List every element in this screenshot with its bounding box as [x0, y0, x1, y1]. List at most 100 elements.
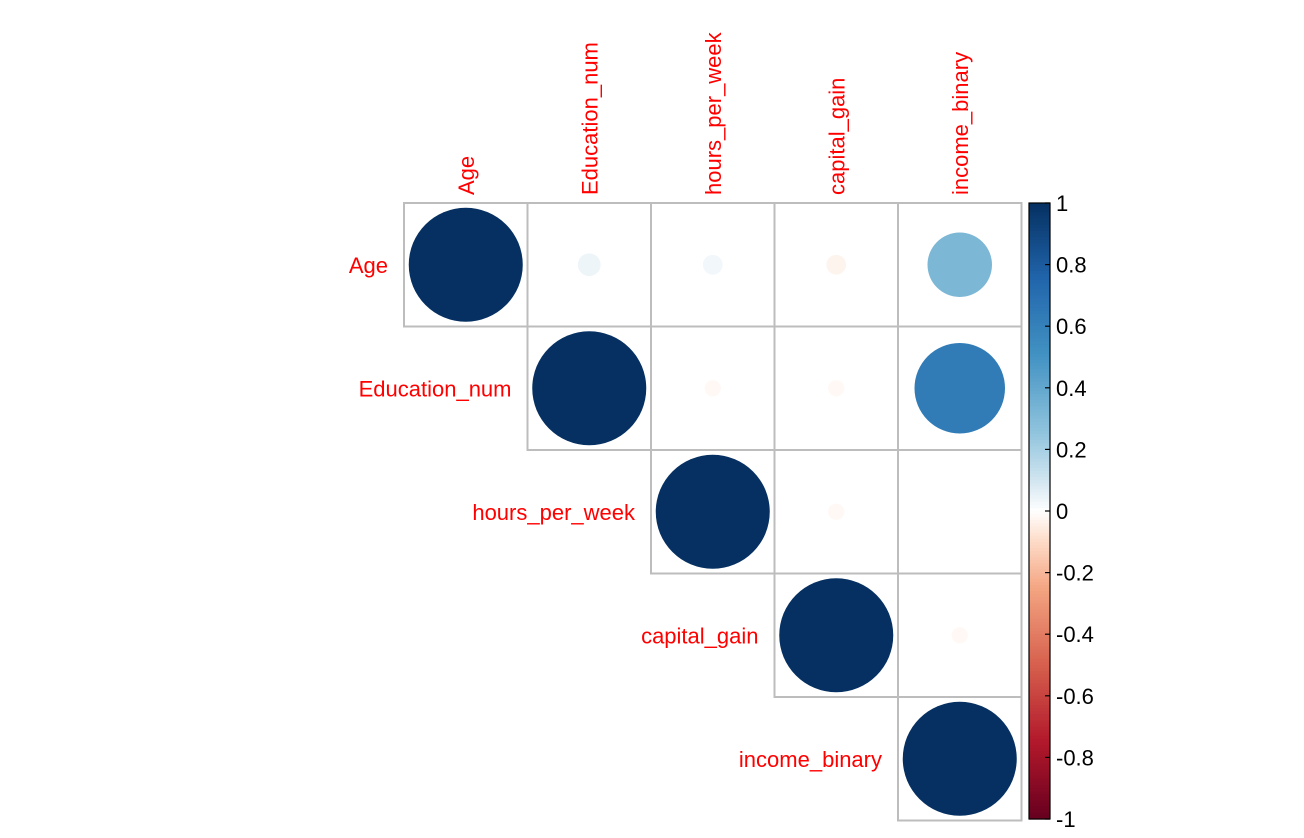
colorbar-segment [1029, 326, 1050, 330]
colorbar-segment [1029, 430, 1050, 435]
colorbar-segment [1029, 569, 1050, 574]
colorbar-segment [1029, 788, 1050, 792]
colorbar-segment [1029, 344, 1050, 349]
colorbar-segment [1029, 689, 1050, 694]
colorbar-segment [1029, 791, 1050, 795]
colorbar-tick-label: -1 [1056, 807, 1076, 832]
colorbar-segment [1029, 680, 1050, 685]
colorbar-segment [1029, 751, 1050, 755]
colorbar-segment [1029, 686, 1050, 691]
colorbar-segment [1029, 372, 1050, 377]
colorbar-segment [1029, 735, 1050, 740]
colorbar-segment [1029, 437, 1050, 441]
colorbar-segment [1029, 597, 1050, 601]
colorbar-segment [1029, 754, 1050, 758]
colorbar-segment [1029, 544, 1050, 549]
colorbar-segment [1029, 409, 1050, 414]
colorbar-segment [1029, 612, 1050, 617]
colorbar-segment [1029, 360, 1050, 364]
colorbar-tick-label: 0.8 [1056, 253, 1087, 278]
colorbar-segment [1029, 236, 1050, 241]
colorbar-segment [1029, 726, 1050, 731]
colorbar-segment [1029, 631, 1050, 635]
colorbar-segment [1029, 507, 1050, 512]
colorbar-tick-label: 0 [1056, 499, 1068, 524]
colorbar-segment [1029, 292, 1050, 296]
colorbar-segment [1029, 668, 1050, 672]
colorbar-segment [1029, 591, 1050, 595]
colorbar-segment [1029, 695, 1050, 700]
colorbar-segment [1029, 778, 1050, 783]
colorbar-segment [1029, 674, 1050, 678]
colorbar-segment [1029, 511, 1050, 515]
colorbar-segment [1029, 280, 1050, 284]
colorbar-segment [1029, 455, 1050, 460]
colorbar-segment [1029, 523, 1050, 527]
column-label: Education_num [577, 42, 602, 195]
colorbar-segment [1029, 520, 1050, 524]
colorbar-segment [1029, 782, 1050, 786]
colorbar-segment [1029, 794, 1050, 799]
correlation-grid [403, 202, 1023, 822]
correlation-circle-Age-hours_per_week [702, 254, 723, 275]
colorbar-segment [1029, 535, 1050, 540]
colorbar-segment [1029, 458, 1050, 463]
colorbar-segment [1029, 492, 1050, 497]
colorbar-segment [1029, 547, 1050, 552]
column-label: capital_gain [824, 78, 849, 195]
colorbar-tick-label: 0.6 [1056, 314, 1087, 339]
colorbar-segment [1029, 353, 1050, 358]
row-labels: Age Education_num hours_per_week capital_ga… [349, 253, 882, 772]
colorbar-segment [1029, 803, 1050, 808]
colorbar-segment [1029, 517, 1050, 521]
colorbar-segment [1029, 683, 1050, 688]
colorbar-segment [1029, 658, 1050, 663]
colorbar-segment [1029, 209, 1050, 213]
colorbar-segment [1029, 221, 1050, 226]
colorbar-segment [1029, 498, 1050, 503]
colorbar-segment [1029, 483, 1050, 487]
colorbar-segment [1029, 255, 1050, 260]
colorbar-segment [1029, 655, 1050, 660]
colorbar-segment [1029, 797, 1050, 802]
correlation-circle-hours_per_week-capital_gain [828, 503, 845, 520]
colorbar-segment [1029, 514, 1050, 518]
colorbar-segment [1029, 800, 1050, 805]
colorbar-segment [1029, 723, 1050, 728]
colorbar-segment [1029, 212, 1050, 216]
colorbar-segment [1029, 400, 1050, 404]
colorbar-segment [1029, 643, 1050, 648]
colorbar-segment [1029, 717, 1050, 722]
colorbar-segment [1029, 711, 1050, 715]
correlation-circle-Education_num-hours_per_week [704, 380, 721, 397]
colorbar-segment [1029, 427, 1050, 432]
colorbar-segment [1029, 606, 1050, 611]
colorbar-segment [1029, 621, 1050, 626]
colorbar-segment [1029, 203, 1050, 207]
colorbar-segment [1029, 338, 1050, 343]
colorbar-segment [1029, 551, 1050, 555]
colorbar-segment [1029, 270, 1050, 275]
colorbar-segment [1029, 532, 1050, 537]
colorbar-segment [1029, 701, 1050, 706]
colorbar-segment [1029, 584, 1050, 589]
colorbar-segment [1029, 227, 1050, 232]
colorbar-segment [1029, 628, 1050, 632]
colorbar-segment [1029, 470, 1050, 475]
correlation-circle-capital_gain-capital_gain [779, 578, 894, 693]
colorbar-segment [1029, 652, 1050, 657]
colorbar-segment [1029, 698, 1050, 703]
colorbar-segment [1029, 252, 1050, 256]
colorbar-segment [1029, 594, 1050, 598]
colorbar-segment [1029, 357, 1050, 361]
colorbar-segment [1029, 440, 1050, 444]
colorbar-segment [1029, 526, 1050, 531]
colorbar-segment [1029, 581, 1050, 586]
colorbar-segment [1029, 772, 1050, 777]
colorbar-segment [1029, 809, 1050, 814]
colorbar-segment [1029, 720, 1050, 725]
grid-cell [897, 696, 1023, 822]
colorbar-segment [1029, 449, 1050, 454]
colorbar-segment [1029, 316, 1050, 321]
colorbar-segment [1029, 646, 1050, 651]
